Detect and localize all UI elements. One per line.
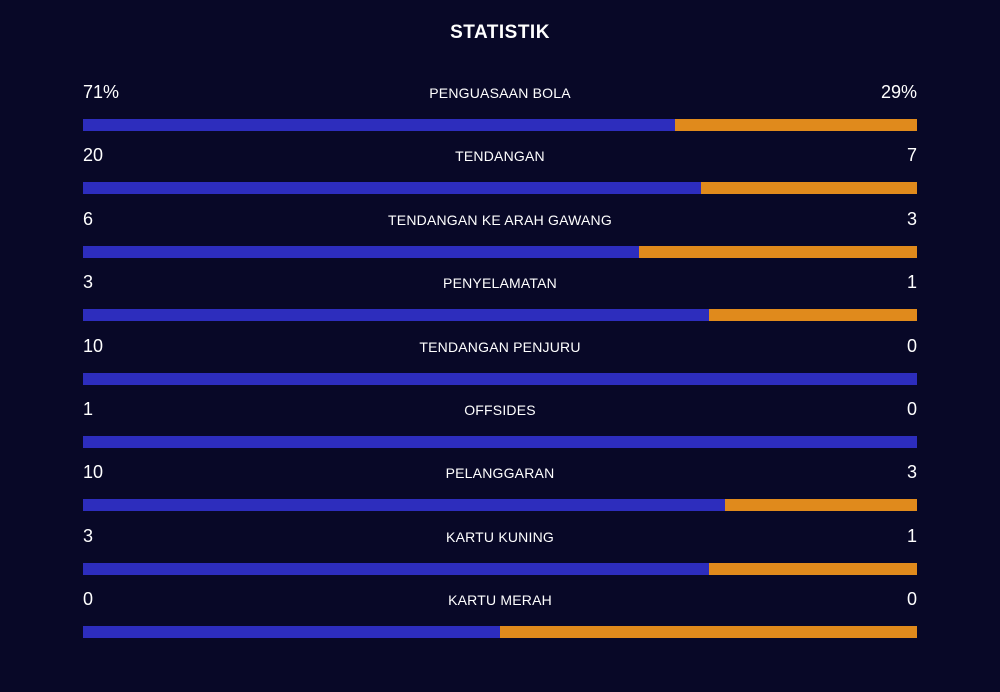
stat-row-yellow-cards: 3 KARTU KUNING 1	[83, 524, 917, 587]
home-bar-fill	[83, 182, 701, 195]
stat-label: KARTU MERAH	[448, 592, 552, 609]
stat-row-fouls: 10 PELANGGARAN 3	[83, 460, 917, 523]
away-bar-fill	[700, 182, 917, 195]
stat-label: PENGUASAAN BOLA	[429, 85, 571, 101]
home-bar-fill	[83, 626, 500, 639]
stat-label: PENYELAMATAN	[443, 275, 557, 292]
away-value: 3	[906, 208, 917, 229]
away-value: 0	[906, 589, 917, 610]
home-bar-fill	[83, 435, 917, 448]
away-bar-fill	[708, 562, 917, 575]
away-value: 0	[906, 335, 917, 356]
comparison-bar	[83, 499, 917, 512]
away-value: 1	[906, 525, 917, 546]
stat-row-red-cards: 0 KARTU MERAH 0	[83, 587, 917, 650]
away-value: 7	[906, 145, 917, 166]
stat-row-saves: 3 PENYELAMATAN 1	[83, 270, 917, 333]
comparison-bar	[83, 626, 917, 639]
away-bar-fill	[675, 119, 917, 131]
home-value: 6	[83, 208, 94, 229]
stat-label: TENDANGAN KE ARAH GAWANG	[388, 211, 612, 228]
home-bar-fill	[83, 119, 676, 131]
comparison-bar	[83, 245, 917, 258]
home-value: 20	[83, 145, 104, 166]
away-value: 3	[906, 462, 917, 483]
home-value: 3	[83, 272, 94, 293]
away-bar-fill	[500, 626, 917, 639]
stat-row-shots-on-target: 6 TENDANGAN KE ARAH GAWANG 3	[83, 207, 917, 270]
away-bar-fill	[708, 309, 917, 322]
comparison-bar	[83, 372, 917, 385]
stat-label: OFFSIDES	[464, 401, 536, 418]
home-value: 1	[83, 398, 94, 419]
home-value: 10	[83, 335, 104, 356]
comparison-bar	[83, 309, 917, 322]
stat-label: KARTU KUNING	[446, 528, 554, 545]
home-bar-fill	[83, 245, 640, 258]
away-bar-fill	[724, 499, 917, 512]
stat-label: PELANGGARAN	[445, 465, 555, 482]
away-value: 29%	[880, 82, 917, 102]
stats-list: 71% PENGUASAAN BOLA 29% 20 TENDANGAN 7 6…	[83, 80, 917, 651]
comparison-bar	[83, 119, 917, 131]
stat-row-offsides: 1 OFFSIDES 0	[83, 397, 917, 460]
stat-row-shots: 20 TENDANGAN 7	[83, 143, 917, 206]
stats-title: STATISTIK	[450, 22, 550, 43]
home-bar-fill	[83, 562, 709, 575]
home-value: 10	[83, 462, 104, 483]
home-value: 0	[83, 589, 94, 610]
home-bar-fill	[83, 499, 725, 512]
comparison-bar	[83, 562, 917, 575]
away-value: 1	[906, 272, 917, 293]
stat-label: TENDANGAN PENJURU	[419, 338, 581, 355]
stat-row-corners: 10 TENDANGAN PENJURU 0	[83, 334, 917, 397]
stat-row-possession: 71% PENGUASAAN BOLA 29%	[83, 80, 917, 143]
stat-label: TENDANGAN	[455, 148, 545, 165]
away-bar-fill	[639, 245, 917, 258]
away-value: 0	[906, 398, 917, 419]
comparison-bar	[83, 182, 917, 195]
comparison-bar	[83, 435, 917, 448]
home-value: 71%	[83, 82, 120, 102]
home-bar-fill	[83, 309, 709, 322]
home-bar-fill	[83, 372, 917, 385]
home-value: 3	[83, 525, 94, 546]
